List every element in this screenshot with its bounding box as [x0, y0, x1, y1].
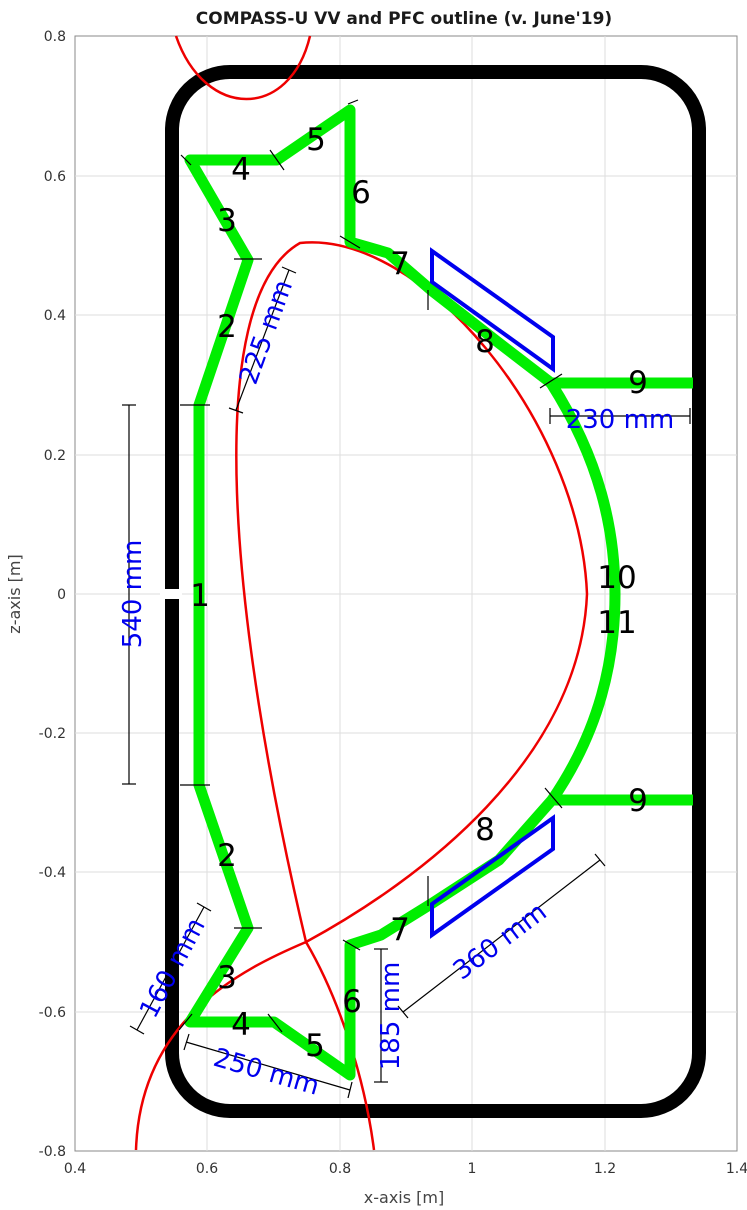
separatrix-top-leg — [174, 35, 312, 101]
y-axis-label: z-axis [m] — [5, 554, 24, 633]
x-tick-label: 0.8 — [329, 1161, 351, 1177]
x-tick-labels: 0.4 0.6 0.8 1 1.2 1.4 — [64, 1161, 747, 1177]
segment-separators — [178, 99, 563, 1033]
dimension-label-540: 540 mm — [118, 540, 148, 649]
y-tick-label: -0.2 — [39, 726, 66, 742]
y-tick-labels: 0.8 0.6 0.4 0.2 0 -0.2 -0.4 -0.6 -0.8 — [39, 29, 66, 1160]
segment-label-6-top: 6 — [351, 175, 371, 211]
dimension-line-360 — [402, 859, 601, 1013]
coils — [430, 247, 555, 939]
segment-label-10: 10 — [597, 560, 636, 596]
segment-label-11: 11 — [597, 605, 636, 641]
dimension-label-185: 185 mm — [376, 962, 406, 1071]
grid — [75, 36, 737, 1151]
pfc-outer-limiter — [546, 380, 621, 804]
dimension-line-225 — [235, 269, 290, 411]
segment-label-2-bottom: 2 — [217, 838, 237, 874]
x-tick-label: 1 — [468, 1161, 477, 1177]
segment-label-4-top: 4 — [231, 152, 251, 188]
y-tick-label: -0.4 — [39, 865, 66, 881]
segment-label-7-top: 7 — [390, 246, 410, 282]
vessel-port-gap — [160, 589, 182, 599]
segment-label-6-bottom: 6 — [342, 984, 362, 1020]
x-tick-label: 0.6 — [196, 1161, 218, 1177]
y-tick-label: 0.6 — [44, 169, 66, 185]
x-axis-label: x-axis [m] — [364, 1188, 444, 1207]
segment-label-7-bottom: 7 — [390, 912, 410, 948]
x-tick-label: 1.2 — [594, 1161, 616, 1177]
y-tick-label: 0.4 — [44, 308, 66, 324]
segment-label-5-top: 5 — [306, 122, 326, 158]
pfc-outline — [184, 104, 693, 1081]
y-tick-label: -0.6 — [39, 1005, 66, 1021]
dimension-line-160 — [136, 906, 205, 1031]
chart-title: COMPASS-U VV and PFC outline (v. June'19… — [196, 9, 612, 29]
x-tick-label: 0.4 — [64, 1161, 86, 1177]
segment-label-9-bottom: 9 — [628, 783, 648, 819]
dimension-lines — [122, 266, 691, 1099]
segment-label-9-top: 9 — [628, 365, 648, 401]
segment-label-8-top: 8 — [475, 324, 495, 360]
dimension-line-250 — [185, 1041, 351, 1091]
segment-labels: 1 2 2 3 3 4 4 5 5 6 6 7 7 8 8 9 9 10 11 — [190, 122, 648, 1064]
segment-label-2-top: 2 — [217, 309, 237, 345]
y-tick-label: -0.8 — [39, 1144, 66, 1160]
segment-label-1: 1 — [190, 578, 210, 614]
segment-label-5-bottom: 5 — [305, 1028, 325, 1064]
lower-coil — [430, 814, 555, 939]
segment-label-8-bottom: 8 — [475, 812, 495, 848]
y-tick-label: 0.2 — [44, 448, 66, 464]
y-tick-label: 0.8 — [44, 29, 66, 45]
dimension-label-230: 230 mm — [566, 405, 675, 435]
x-tick-label: 1.4 — [726, 1161, 747, 1177]
segment-label-3-bottom: 3 — [217, 960, 237, 996]
y-tick-label: 0 — [57, 587, 66, 603]
segment-label-3-top: 3 — [217, 203, 237, 239]
upper-coil — [430, 247, 555, 373]
pfc-inner-contour — [184, 104, 557, 1081]
segment-label-4-bottom: 4 — [231, 1007, 251, 1043]
